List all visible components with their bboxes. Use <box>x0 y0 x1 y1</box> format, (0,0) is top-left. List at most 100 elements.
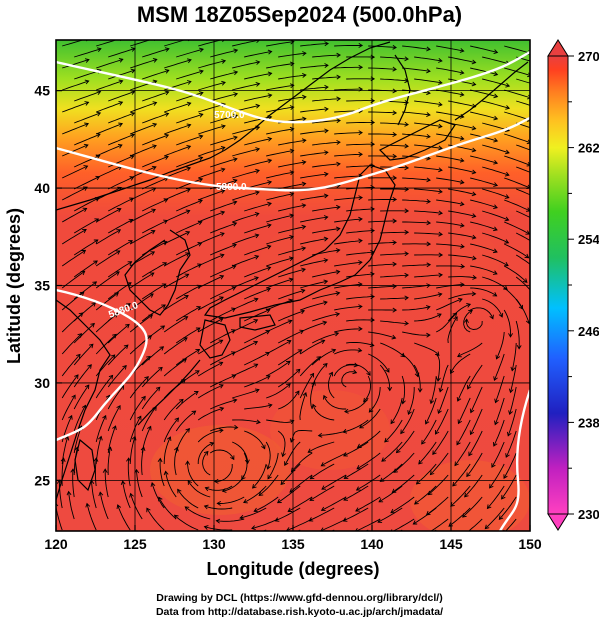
coastline-kyushu <box>199 319 231 359</box>
streamline-arrowhead <box>438 231 443 237</box>
streamline-arrowhead <box>424 419 430 425</box>
streamline <box>99 492 109 520</box>
streamline <box>333 364 358 377</box>
streamline-arrowhead <box>457 352 462 358</box>
streamline-arrowhead <box>335 269 341 275</box>
streamline-arrowhead <box>182 337 188 342</box>
streamline <box>197 442 214 465</box>
streamline <box>300 301 328 311</box>
streamline-arrowhead <box>82 228 87 234</box>
streamline-arrowhead <box>324 63 329 68</box>
streamline-arrowhead <box>404 78 409 84</box>
streamline-arrowhead <box>492 270 498 275</box>
streamline-arrowhead <box>84 122 90 128</box>
streamline-arrowhead <box>471 255 477 261</box>
streamline-arrowhead <box>159 346 165 351</box>
streamline <box>368 220 397 223</box>
streamline <box>346 319 375 322</box>
streamline-arrowhead <box>243 498 248 504</box>
streamline-arrowhead <box>186 101 192 107</box>
streamline <box>503 309 512 337</box>
streamline-arrowhead <box>255 125 261 131</box>
streamline <box>346 273 375 278</box>
streamline-arrowhead <box>219 428 224 434</box>
streamline <box>91 480 97 509</box>
streamline <box>498 496 517 520</box>
streamline-arrowhead <box>493 182 499 187</box>
streamline <box>204 505 233 510</box>
streamline <box>448 232 476 239</box>
streamline <box>448 293 476 300</box>
streamline <box>86 503 97 531</box>
streamline <box>312 313 340 322</box>
streamline <box>210 222 237 234</box>
streamline-arrowhead <box>203 525 209 530</box>
streamline <box>107 219 133 234</box>
streamline <box>496 331 505 359</box>
streamline-arrowhead <box>130 133 135 138</box>
streamline <box>266 171 294 179</box>
streamline-arrowhead <box>489 314 494 320</box>
streamline <box>136 469 143 498</box>
streamline <box>107 261 132 278</box>
streamline-arrowhead <box>438 145 443 151</box>
streamline <box>129 376 149 399</box>
wind-streamlines <box>56 40 530 531</box>
streamline-arrowhead <box>95 175 101 181</box>
streamline-arrowhead <box>102 468 108 473</box>
streamline-arrowhead <box>141 395 146 401</box>
streamline-arrowhead <box>426 262 432 268</box>
streamline <box>164 167 191 179</box>
streamline <box>277 368 301 388</box>
streamline-arrowhead <box>253 297 259 303</box>
streamline <box>287 496 313 512</box>
streamline <box>437 386 449 414</box>
streamline-arrowhead <box>321 485 326 490</box>
streamline <box>463 309 473 333</box>
streamline-arrowhead <box>460 243 465 249</box>
streamline-arrowhead <box>74 374 79 379</box>
streamline <box>251 518 279 529</box>
streamline-arrowhead <box>301 181 307 187</box>
streamline-arrowhead <box>307 448 313 453</box>
streamline-arrowhead <box>253 319 259 324</box>
streamline <box>61 312 83 333</box>
streamline <box>466 452 483 477</box>
streamline <box>290 430 313 443</box>
streamline-arrowhead <box>93 260 98 265</box>
streamline-arrowhead <box>324 84 329 90</box>
streamline <box>380 231 409 234</box>
streamline-arrowhead <box>151 187 157 192</box>
streamline-arrowhead <box>322 320 328 326</box>
streamline-arrowhead <box>203 504 209 510</box>
streamline-arrowhead <box>231 286 237 291</box>
streamline <box>210 265 236 278</box>
streamline <box>74 91 101 102</box>
streamline-arrowhead <box>522 278 528 283</box>
streamline-arrowhead <box>184 273 190 279</box>
colorbar-top-triangle <box>547 39 569 57</box>
streamline <box>448 507 471 527</box>
colorbar-tick-label: 246 <box>578 324 599 339</box>
streamline <box>278 390 300 410</box>
streamline <box>312 292 340 300</box>
streamline <box>380 297 409 300</box>
streamline-arrowhead <box>88 343 94 349</box>
streamline <box>379 364 391 391</box>
streamline-arrowhead <box>504 216 510 222</box>
streamline-arrowhead <box>526 184 530 190</box>
streamline <box>384 419 403 443</box>
streamline <box>266 150 294 157</box>
streamline-arrowhead <box>456 397 462 402</box>
streamline-arrowhead <box>118 57 124 63</box>
streamline-arrowhead <box>267 474 272 480</box>
streamline <box>493 419 505 447</box>
streamline-arrowhead <box>196 284 202 290</box>
coastline-sakhalin <box>394 54 411 126</box>
streamline-arrowhead <box>384 437 389 443</box>
streamline <box>176 48 204 58</box>
streamline-arrowhead <box>118 122 124 128</box>
streamline <box>73 218 99 234</box>
streamline <box>470 221 498 231</box>
streamline <box>142 91 169 102</box>
